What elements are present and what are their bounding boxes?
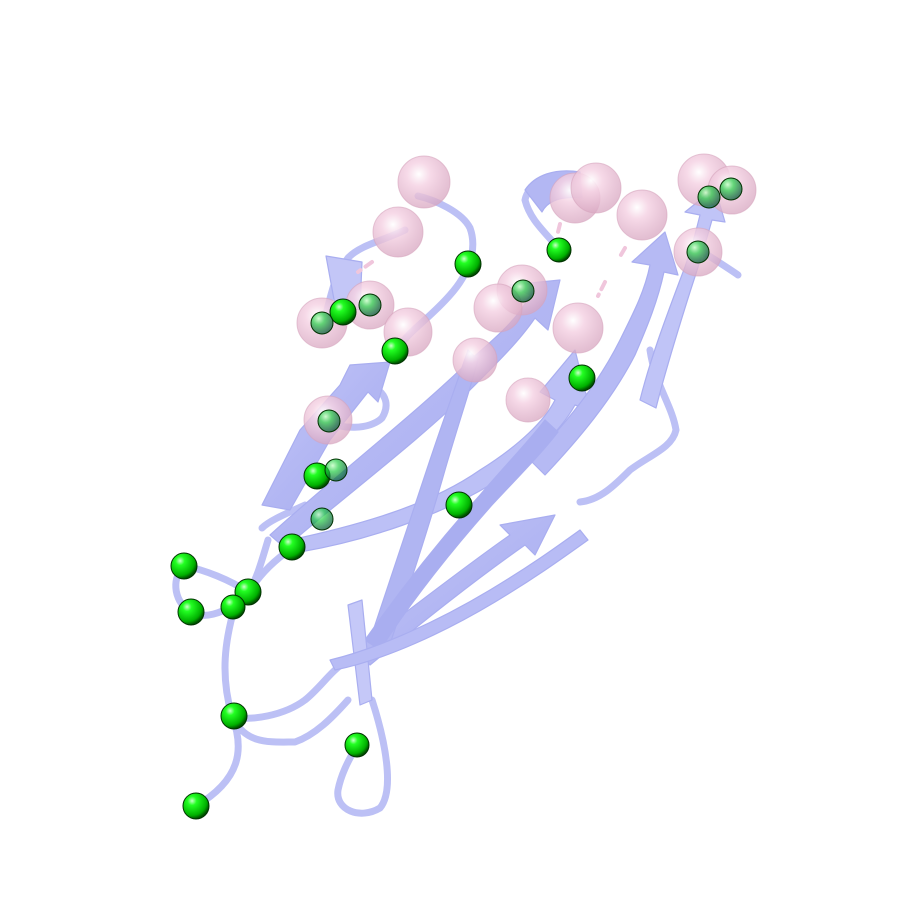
dashed-bond bbox=[616, 246, 627, 262]
green-sphere bbox=[317, 409, 341, 433]
strand-lower-3 bbox=[364, 419, 559, 651]
strand-lower-1 bbox=[354, 514, 556, 666]
green-sphere bbox=[278, 533, 306, 561]
green-sphere bbox=[324, 458, 348, 482]
green-sphere bbox=[220, 594, 246, 620]
pink-sphere bbox=[616, 189, 668, 241]
green-sphere bbox=[381, 337, 409, 365]
pink-sphere bbox=[552, 302, 604, 354]
green-sphere bbox=[511, 279, 535, 303]
green-sphere bbox=[310, 311, 334, 335]
strand-bottom-band bbox=[329, 529, 589, 671]
green-sphere bbox=[170, 552, 198, 580]
green-sphere bbox=[310, 507, 334, 531]
green-sphere bbox=[719, 177, 743, 201]
green-sphere bbox=[177, 598, 205, 626]
pink-sphere bbox=[505, 377, 551, 423]
green-sphere bbox=[344, 732, 370, 758]
loop-far-left-3 bbox=[228, 658, 349, 722]
green-spheres bbox=[170, 177, 743, 820]
loop-bottom-left-tail bbox=[192, 712, 242, 810]
pink-sphere bbox=[372, 206, 424, 258]
pink-sphere bbox=[397, 155, 451, 209]
loop-far-left-4 bbox=[228, 696, 352, 746]
green-sphere bbox=[358, 293, 382, 317]
dashed-bond bbox=[356, 260, 374, 274]
green-sphere bbox=[568, 364, 596, 392]
green-sphere bbox=[546, 237, 572, 263]
dashed-bond bbox=[556, 222, 562, 234]
strand-right-1 bbox=[529, 231, 679, 476]
pink-sphere bbox=[452, 337, 498, 383]
loop-right-lower bbox=[576, 346, 680, 506]
loop-far-left-1 bbox=[172, 562, 252, 619]
green-sphere bbox=[686, 240, 710, 264]
green-sphere bbox=[182, 792, 210, 820]
pink-sphere bbox=[570, 162, 622, 214]
pink-sphere bbox=[473, 283, 523, 333]
green-sphere bbox=[445, 491, 473, 519]
green-sphere bbox=[220, 702, 248, 730]
green-sphere bbox=[329, 298, 357, 326]
dashed-bond bbox=[596, 280, 607, 298]
loop-far-left-2 bbox=[221, 602, 239, 720]
dashed-bonds bbox=[356, 222, 627, 298]
green-sphere bbox=[697, 185, 721, 209]
green-sphere bbox=[454, 250, 482, 278]
loop-bottom-hairpin bbox=[334, 696, 392, 817]
